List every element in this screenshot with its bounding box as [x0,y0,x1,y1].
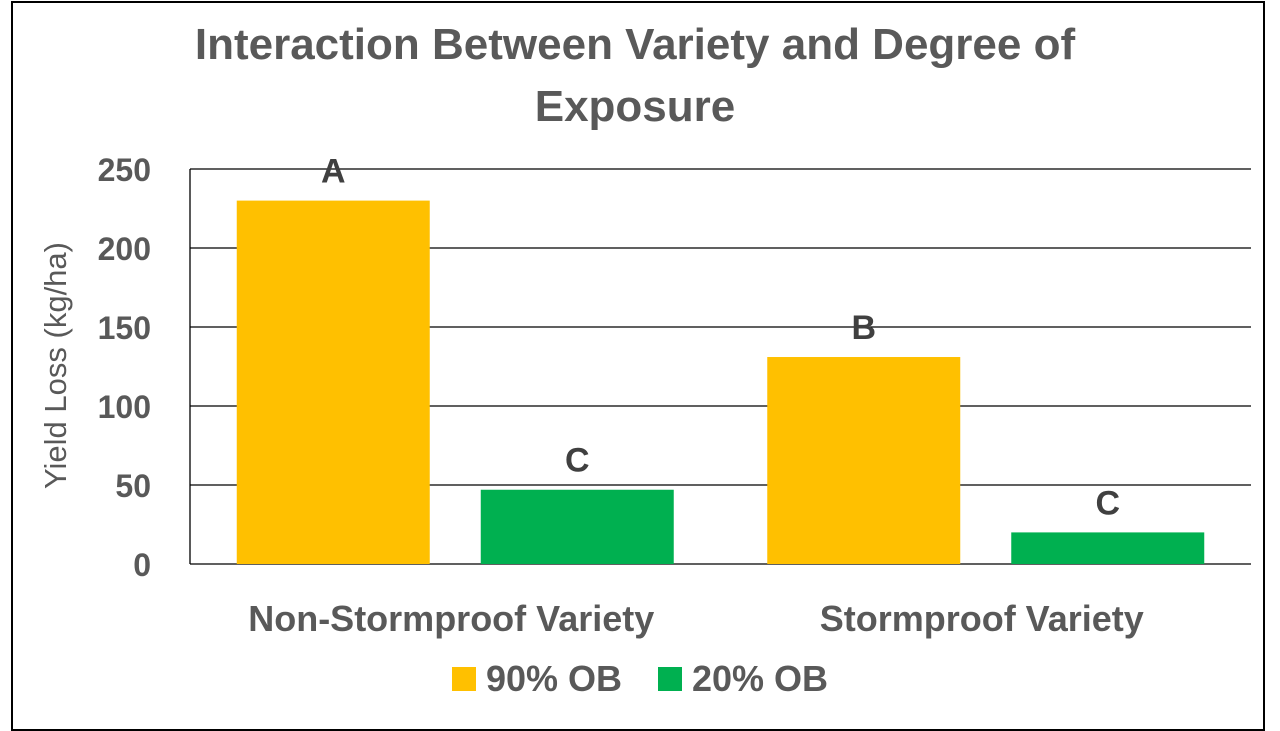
legend-item: 20% OB [658,658,828,700]
y-tick-label: 100 [98,389,151,425]
data-label: A [321,153,346,191]
data-label: C [565,442,590,480]
legend-swatch [451,667,476,691]
x-category-label: Stormproof Variety [820,598,1144,639]
y-tick-label: 250 [98,152,151,188]
legend-swatch [658,667,682,691]
legend-item: 90% OB [451,658,622,700]
legend-label: 20% OB [692,658,829,699]
chart-title: Interaction Between Variety and Degree o… [0,14,1275,138]
legend: 90% OB 20% OB [0,658,1280,700]
y-tick-label: 200 [98,231,151,267]
y-axis-label: Yield Loss (kg/ha) [38,242,73,489]
data-label: C [1095,484,1120,522]
bar-20-ob [1011,532,1205,564]
y-tick-label: 150 [98,310,151,346]
y-tick-label: 0 [133,547,151,583]
chart-title-line-1: Interaction Between Variety and Degree o… [194,20,1076,69]
bar-90-ob [236,200,430,564]
chart-title-line-2: Exposure [534,82,736,131]
x-category-label: Non-Stormproof Variety [248,598,654,639]
data-label: B [851,309,876,347]
bar-20-ob [480,489,674,564]
y-tick-label: 50 [115,468,151,504]
legend-label: 90% OB [485,658,622,699]
bar-90-ob [767,357,961,564]
